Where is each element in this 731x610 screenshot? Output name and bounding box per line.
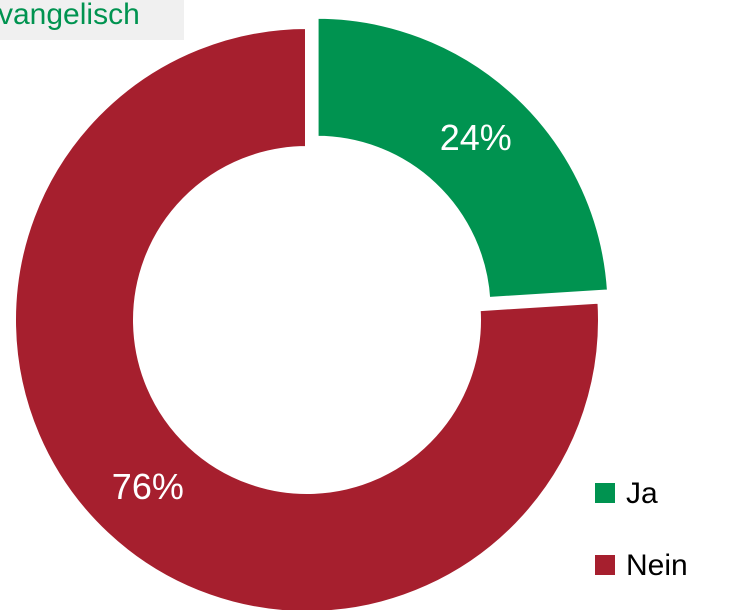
slice bbox=[12, 24, 602, 610]
data-label: 76% bbox=[112, 466, 184, 507]
chart-title: vangelisch bbox=[0, 0, 140, 31]
legend-swatch bbox=[595, 483, 615, 503]
title-box bbox=[0, 0, 184, 40]
data-label: 24% bbox=[440, 117, 512, 158]
legend-label: Nein bbox=[626, 549, 688, 582]
legend-swatch bbox=[595, 555, 615, 575]
slice bbox=[314, 14, 612, 302]
legend-label: Ja bbox=[626, 477, 658, 510]
